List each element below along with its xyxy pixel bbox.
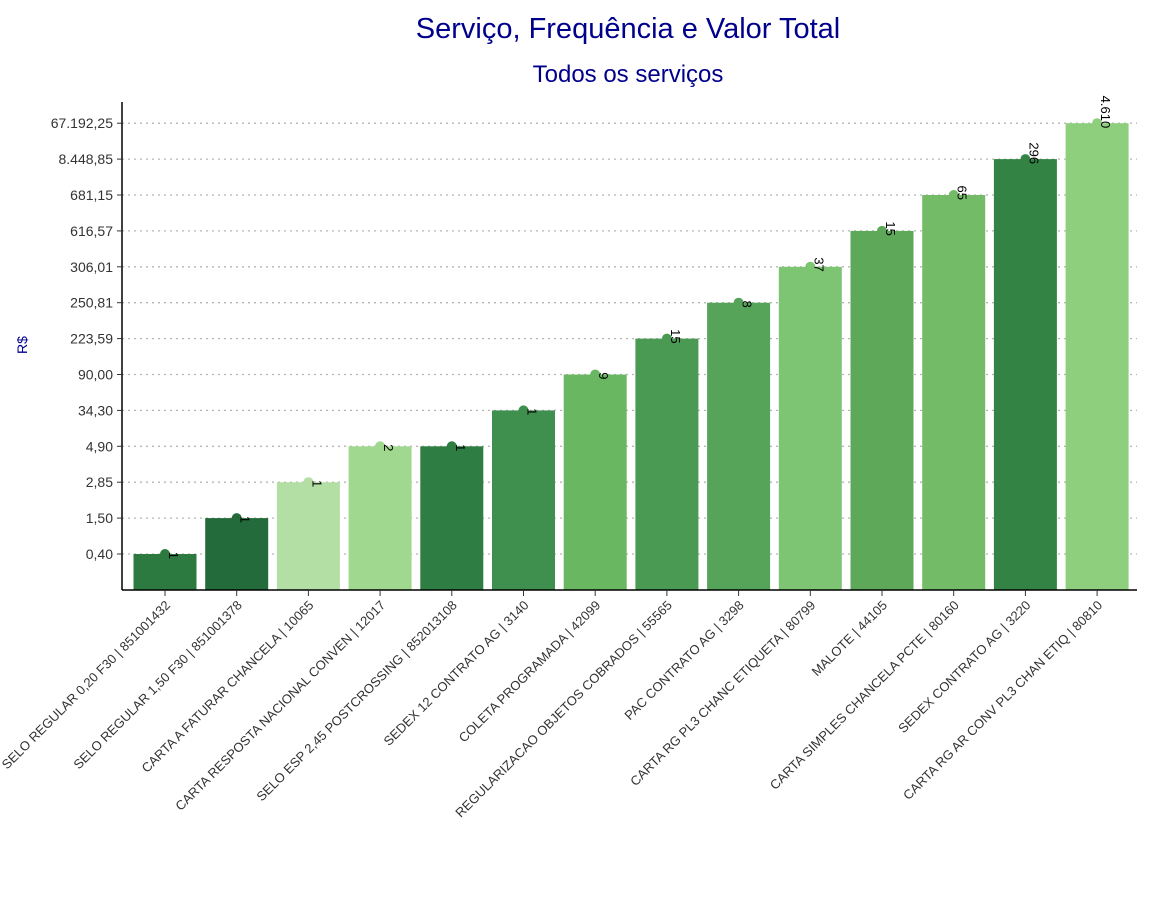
y-tick-label: 1,50 [86,510,113,526]
bar [492,410,555,590]
y-tick-label: 306,01 [70,259,113,275]
frequency-label: 1 [166,552,181,559]
x-tick-label: PAC CONTRATO AG | 3298 [621,598,746,723]
frequency-label: 1 [238,516,253,523]
bar [778,266,842,590]
bars: 1 1 1 2 1 1 9 15 8 37 15 65 296 4.610 [133,96,1129,590]
bar-top-point [375,441,386,452]
bar [420,446,484,590]
y-tick-label: 0,40 [86,546,113,562]
chart-subtitle: Todos os serviços [533,61,724,88]
bar-top-point [303,477,314,488]
y-axis-label: R$ [14,336,30,354]
bar-top-point [805,261,816,272]
axes [121,102,1137,591]
x-tick-label: MALOTE | 44105 [809,598,890,679]
frequency-label: 9 [596,372,611,379]
x-tick-label: SEDEX CONTRATO AG | 3220 [895,598,1033,736]
bar [276,482,340,590]
y-tick-label: 90,00 [78,367,113,383]
bar-top-point [661,333,672,344]
bar [922,195,986,590]
x-tick-label: COLETA PROGRAMADA | 42099 [456,598,604,746]
frequency-label: 65 [955,186,970,200]
bar [563,374,627,590]
bar-top-point [446,441,457,452]
y-tick-label: 616,57 [70,223,113,239]
bar-top-point [1092,118,1103,129]
bar [1065,123,1129,590]
y-ticks: 0,40 1,50 2,85 4,90 34,30 90,00 223,59 250,81 30… [51,115,122,562]
bar-top-point [877,225,887,236]
x-tick-label: SEDEX 12 CONTRATO AG | 3140 [381,598,532,749]
bar [635,338,699,590]
chart-title: Serviço, Frequência e Valor Total [416,13,840,45]
y-tick-label: 4,90 [86,438,113,454]
bar [348,446,412,590]
bar-top-point [231,513,242,524]
frequency-label: 296 [1026,142,1041,164]
y-tick-label: 67.192,25 [51,115,113,131]
frequency-label: 37 [811,257,826,271]
frequency-label: 1 [453,444,468,451]
y-tick-label: 34,30 [78,402,113,418]
y-tick-label: 223,59 [70,331,113,347]
y-tick-label: 250,81 [70,295,113,311]
y-tick-label: 8.448,85 [59,151,114,167]
frequency-label: 2 [381,444,396,451]
bar-top-point [948,190,959,200]
bar-top-point [733,297,744,308]
bar [707,302,771,590]
frequency-label: 15 [668,329,683,343]
bar [993,159,1057,590]
bar [850,230,914,590]
bar-top-point [590,369,601,380]
y-tick-label: 681,15 [70,187,113,203]
bar-top-point [518,405,529,416]
bar [205,518,269,590]
frequency-label: 1 [525,408,540,415]
frequency-label: 8 [740,300,755,307]
bar [133,554,197,590]
bar-top-point [1020,154,1031,165]
frequency-label: 15 [883,221,898,235]
frequency-label: 1 [309,480,324,487]
frequency-label: 4.610 [1098,96,1113,129]
bar-top-point [160,549,170,559]
y-tick-label: 2,85 [86,474,113,490]
